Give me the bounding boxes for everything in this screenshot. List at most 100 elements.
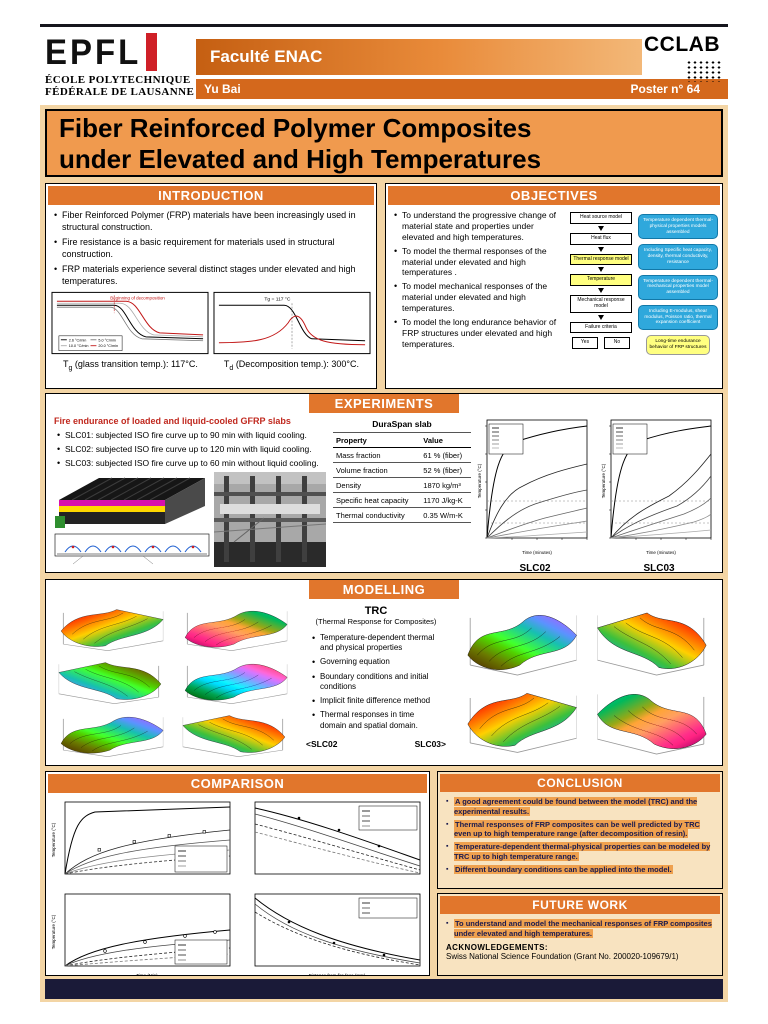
modelling-section: MODELLING TRC (Thermal Response for Comp… (45, 579, 723, 766)
comparison-chart-property-decay (239, 798, 427, 888)
flow-node: Temperature (570, 274, 632, 286)
poster-title: Fiber Reinforced Polymer Composites unde… (45, 109, 723, 177)
flowchart-main-column: Heat source model Heat flux Thermal resp… (568, 212, 634, 355)
highlighted-text: Temperature-dependent thermal-physical p… (454, 842, 711, 861)
caption-sub: d (229, 364, 234, 372)
introduction-bullets: Fiber Reinforced Polymer (FRP) materials… (46, 208, 376, 287)
bullet-item: Governing equation (312, 657, 441, 669)
flowchart-notes-column: Temperature dependent thermal-physical p… (638, 212, 718, 355)
x-axis-label: Distance from fire face (mm) (309, 973, 366, 976)
bullet-item: Temperature-dependent thermal and physic… (312, 633, 441, 653)
poster-header: EPFL ÉCOLE POLYTECHNIQUE FÉDÉRALE DE LAU… (40, 27, 728, 105)
author-banner: Yu Bai Poster n° 64 (196, 79, 728, 99)
cclab-logo: CCLAB (644, 33, 726, 82)
dma-glass-transition-chart: Tg = 117 °C (213, 291, 371, 356)
experiments-lead: Fire endurance of loaded and liquid-cool… (54, 416, 291, 426)
epfl-name-line1: ÉCOLE POLYTECHNIQUE (45, 74, 191, 86)
surface-plot (467, 614, 577, 676)
table-row: Specific heat capacity 1170 J/kg-K (332, 492, 471, 508)
value-cell: 52 % (fiber) (420, 462, 471, 478)
objectives-bullets: To understand the progressive change of … (386, 208, 568, 355)
bullet-item: To understand and model the mechanical r… (446, 919, 715, 939)
experiments-description: Fire endurance of loaded and liquid-cool… (49, 415, 329, 572)
comparison-section: COMPARISON (45, 771, 430, 976)
experiments-images (53, 471, 329, 567)
flow-node: Heat flux (570, 232, 632, 245)
experiments-heading: EXPERIMENTS (309, 394, 459, 413)
experiments-bullets: SLC01: subjected ISO fire curve up to 90… (49, 428, 329, 469)
objectives-section: OBJECTIVES To understand the progressive… (385, 183, 723, 389)
acknowledgements: ACKNOWLEDGEMENTS: Swiss National Science… (438, 942, 722, 961)
bullet-item: Different boundary conditions can be app… (446, 864, 715, 875)
bullet-item: FRP materials experience several distinc… (54, 264, 369, 287)
comparison-chart-model-vs-test: Time (Min) Temperature (°C) (49, 890, 237, 975)
chart-annotation: Beginning of decomposition (110, 295, 165, 300)
surface-plot (184, 663, 288, 705)
flow-arrow-icon (598, 267, 604, 273)
faculty-banner: Faculté ENAC (196, 39, 642, 75)
y-axis-label: Temperature (°C) (51, 914, 56, 949)
bullet-item: SLC03: subjected ISO fire curve up to 60… (57, 458, 322, 469)
property-cell: Specific heat capacity (332, 492, 421, 508)
title-line1: Fiber Reinforced Polymer Composites (59, 113, 532, 143)
surface-plot (467, 692, 577, 753)
title-line2: under Elevated and High Temperatures (59, 144, 542, 174)
introduction-section: INTRODUCTION Fiber Reinforced Polymer (F… (45, 183, 377, 389)
cclab-dot-grid-icon (686, 60, 722, 82)
caption-text: (glass transition temp.): 117°C. (72, 359, 198, 370)
flow-arrow-icon (598, 225, 604, 231)
surface-plot (184, 610, 288, 652)
bullet-item: To understand the progressive change of … (394, 210, 561, 243)
y-axis-label: Temperature (°C) (51, 822, 56, 857)
column-header-property: Property (332, 432, 421, 448)
objectives-flowchart: Heat source model Heat flux Thermal resp… (568, 208, 722, 355)
faculty-label: Faculté ENAC (210, 47, 323, 66)
chart-caption: SLC02 (519, 563, 551, 573)
bullet-item: To model the thermal responses of the ma… (394, 246, 561, 279)
surface-plots-slc02 (50, 603, 296, 760)
bullet-item: Temperature-dependent thermal-physical p… (446, 842, 715, 862)
slc02-temperature-chart: Time (minutes) Temperature (°C) (477, 419, 588, 555)
highlighted-text: Different boundary conditions can be app… (454, 864, 673, 874)
surface-plot (60, 716, 164, 758)
flow-note: Temperature dependent thermal-physical p… (638, 214, 718, 240)
epfl-name: ÉCOLE POLYTECHNIQUE FÉDÉRALE DE LAUSANNE (45, 74, 195, 98)
highlighted-text: To understand and model the mechanical r… (454, 919, 712, 938)
table-row: Mass fraction 61 % (fiber) (332, 447, 471, 463)
acknowledgements-heading: ACKNOWLEDGEMENTS: (446, 942, 548, 952)
flow-arrow-icon (598, 314, 604, 320)
bullet-item: A good agreement could be found between … (446, 797, 715, 817)
model-acronym: TRC (364, 605, 388, 617)
table-row: Volume fraction 52 % (fiber) (332, 462, 471, 478)
legend-entry: 20.0 °C/min (98, 344, 118, 348)
experiments-charts: Time (minutes) Temperature (°C) SLC02 (475, 415, 719, 573)
flow-note: Long-time endurance behavior of FRP stru… (646, 335, 710, 355)
caption-sub: g (68, 364, 73, 372)
flow-node: Failure criteria (570, 321, 632, 334)
future-work-heading: FUTURE WORK (440, 896, 720, 914)
introduction-charts: Beginning of decomposition 2.6 °C/min 5.… (46, 291, 376, 356)
table-header-row: Property Value (332, 432, 471, 448)
column-header-value: Value (420, 432, 471, 448)
highlighted-text: Thermal responses of FRP composites can … (454, 819, 700, 839)
experiments-section: EXPERIMENTS Fire endurance of loaded and… (45, 393, 723, 573)
model-name: (Thermal Response for Composites) (315, 617, 437, 626)
bullet-item: To model mechanical responses of the mat… (394, 281, 561, 314)
objectives-content: To understand the progressive change of … (386, 208, 722, 355)
surface-plot (182, 715, 286, 758)
bullet-item: Fiber Reinforced Polymer (FRP) materials… (54, 210, 369, 233)
epfl-name-line2: FÉDÉRALE DE LAUSANNE (45, 86, 195, 98)
bullet-item: Boundary conditions and initial conditio… (312, 672, 441, 692)
caption-text: T (63, 359, 69, 370)
bullet-item: SLC02: subjected ISO fire curve up to 12… (57, 444, 322, 455)
bullet-item: Fire resistance is a basic requirement f… (54, 237, 369, 260)
property-cell: Mass fraction (332, 447, 421, 463)
right-plots-label: SLC03> (414, 738, 446, 749)
surface-plot (58, 662, 162, 705)
transition-temperatures-caption: Tg (glass transition temp.): 117°C. Td (D… (46, 359, 376, 372)
epfl-logo: EPFL ÉCOLE POLYTECHNIQUE FÉDÉRALE DE LAU… (45, 31, 195, 98)
legend-entry: 5.0 °C/min (98, 338, 116, 342)
flow-note: Including Specific heat capacity, densit… (638, 244, 718, 270)
conclusion-heading: CONCLUSION (440, 774, 720, 792)
